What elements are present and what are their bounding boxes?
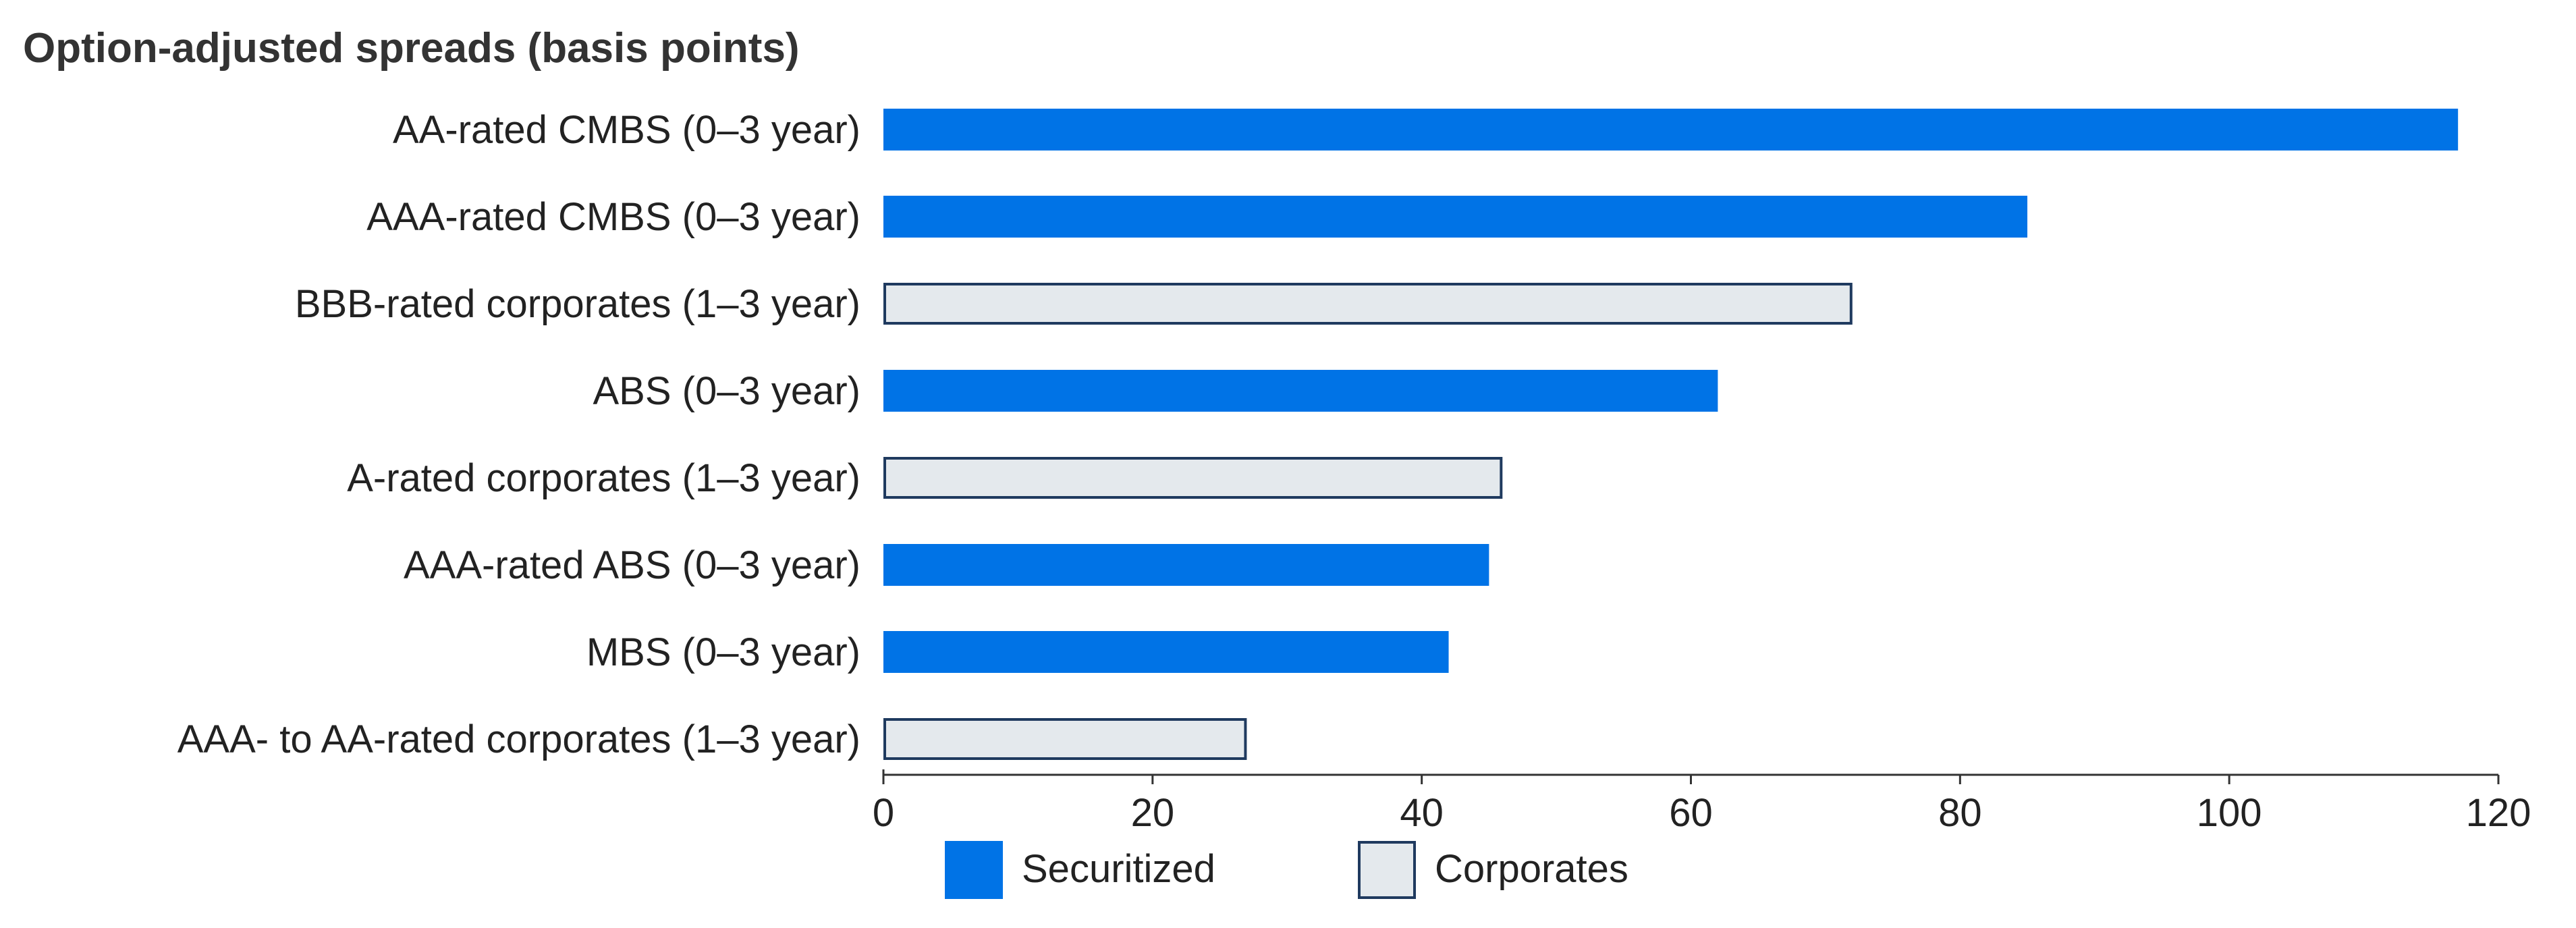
bar-1 <box>883 109 2459 151</box>
x-tick-label-120: 120 <box>2466 791 2531 835</box>
x-tick-label-60: 60 <box>1669 791 1713 835</box>
x-tick-label-80: 80 <box>1938 791 1982 835</box>
legend-label-securitized: Securitized <box>1022 847 1215 891</box>
bar-2 <box>883 196 2028 238</box>
legend-swatch-securitized <box>945 841 1003 899</box>
bar-6 <box>883 544 1489 586</box>
bar-3 <box>883 283 1853 325</box>
x-tick-label-100: 100 <box>2197 791 2262 835</box>
category-label-8: AAA- to AA-rated corporates (1–3 year) <box>177 717 860 761</box>
bar-5 <box>883 457 1503 499</box>
x-tick-label-20: 20 <box>1131 791 1175 835</box>
category-label-4: ABS (0–3 year) <box>593 369 860 413</box>
bar-4 <box>883 370 1718 412</box>
legend-label-corporates: Corporates <box>1435 847 1628 891</box>
category-labels: AA-rated CMBS (0–3 year) AAA-rated CMBS (… <box>177 108 860 761</box>
category-label-3: BBB-rated corporates (1–3 year) <box>295 282 860 326</box>
x-axis: 0 20 40 60 80 100 120 <box>873 769 2531 835</box>
legend-swatch-corporates <box>1358 841 1416 899</box>
legend: Securitized Corporates <box>945 841 1628 899</box>
bars-layer <box>883 109 2459 760</box>
bar-8 <box>883 718 1247 760</box>
category-label-6: AAA-rated ABS (0–3 year) <box>404 543 860 587</box>
bar-7 <box>883 631 1449 673</box>
category-label-5: A-rated corporates (1–3 year) <box>347 456 860 500</box>
category-label-1: AA-rated CMBS (0–3 year) <box>393 108 860 152</box>
x-tick-label-0: 0 <box>873 791 894 835</box>
chart-title: Option-adjusted spreads (basis points) <box>23 25 800 72</box>
category-label-2: AAA-rated CMBS (0–3 year) <box>366 195 860 239</box>
x-tick-label-40: 40 <box>1400 791 1444 835</box>
category-label-7: MBS (0–3 year) <box>586 630 860 674</box>
